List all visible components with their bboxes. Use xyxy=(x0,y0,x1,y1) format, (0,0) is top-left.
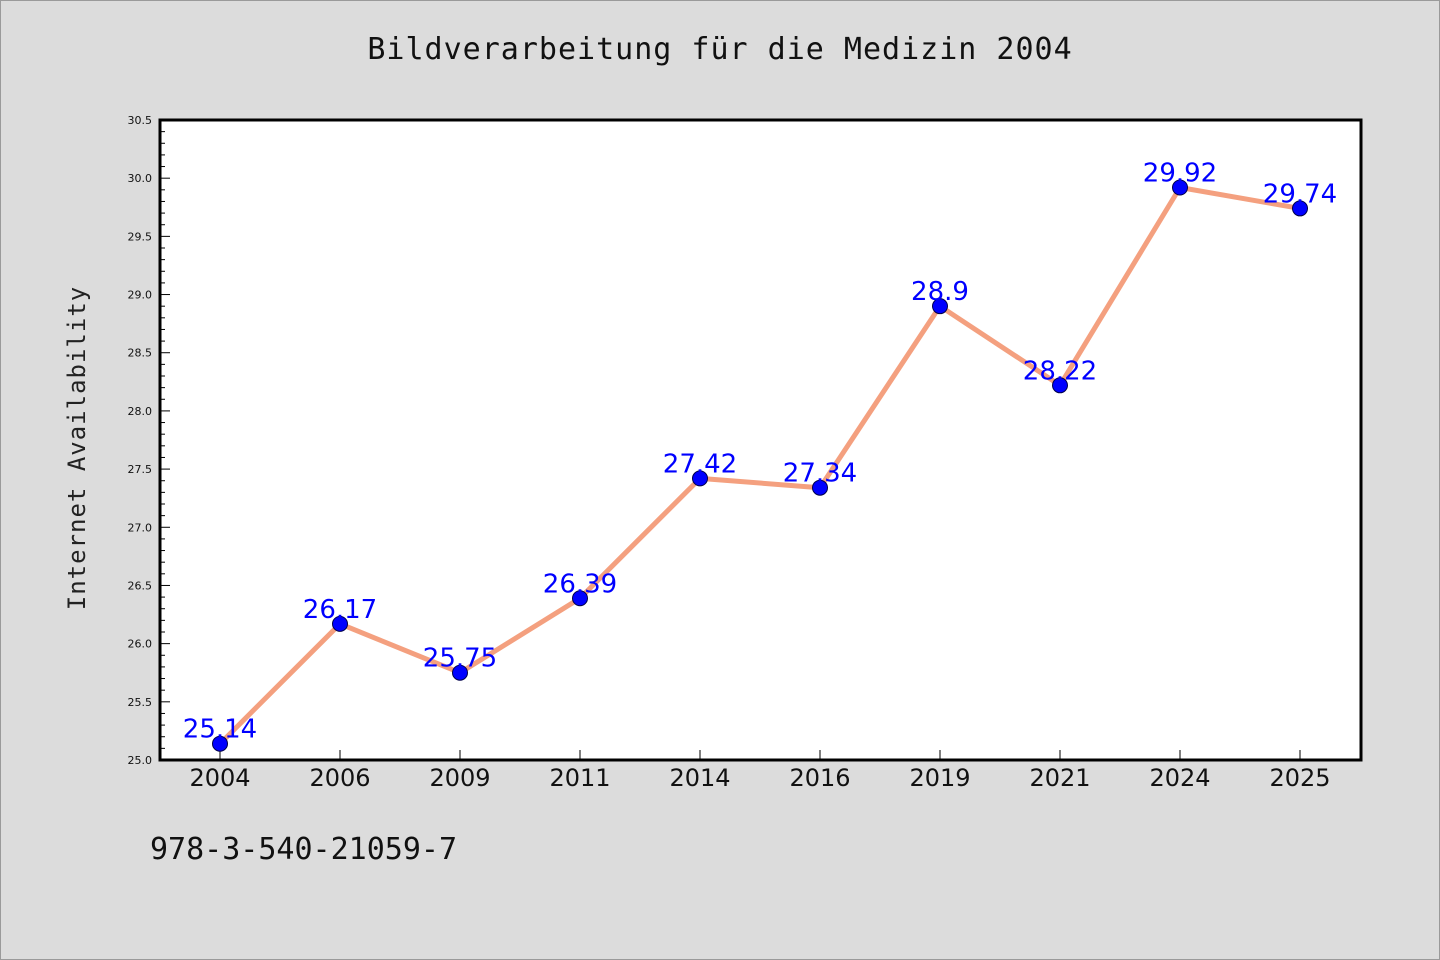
data-point xyxy=(212,735,228,752)
data-point xyxy=(1292,200,1308,217)
y-tick-label: 30.0 xyxy=(128,172,153,185)
y-tick-label: 28.0 xyxy=(128,405,153,418)
y-tick-label: 29.0 xyxy=(128,289,153,302)
x-tick-label: 2004 xyxy=(189,764,250,792)
x-axis: 2004 2006 2009 2011 2014 2016 2019 2021 2024 2025 xyxy=(189,750,1331,792)
data-label: 29.74 xyxy=(1263,179,1337,209)
y-tick-label: 27.0 xyxy=(128,521,153,534)
data-label: 29.92 xyxy=(1143,158,1217,188)
x-tick-label: 2024 xyxy=(1149,764,1210,792)
data-label: 26.17 xyxy=(303,595,377,625)
series-markers xyxy=(212,179,1308,752)
y-tick-label: 25.0 xyxy=(128,754,153,767)
y-tick-label: 28.5 xyxy=(128,347,153,360)
x-tick-label: 2025 xyxy=(1269,764,1330,792)
x-tick-label: 2019 xyxy=(909,764,970,792)
data-point xyxy=(1172,179,1188,196)
data-label: 25.14 xyxy=(183,715,257,745)
y-tick-label: 27.5 xyxy=(128,463,153,476)
x-tick-label: 2021 xyxy=(1029,764,1090,792)
data-label: 27.34 xyxy=(783,459,857,489)
footnote-text: 978-3-540-21059-7 xyxy=(150,832,458,867)
chart-title: Bildverarbeitung für die Medizin 2004 xyxy=(367,32,1073,67)
data-point xyxy=(1052,377,1068,394)
data-label: 28.9 xyxy=(911,277,969,307)
data-label: 26.39 xyxy=(543,569,617,599)
data-labels: 25.14 26.17 25.75 26.39 27.42 27.34 28.9 28.22 2… xyxy=(183,158,1337,744)
data-point xyxy=(572,590,588,607)
y-tick-label: 26.0 xyxy=(128,638,153,651)
y-tick-label: 25.5 xyxy=(128,696,153,709)
data-point xyxy=(812,479,828,496)
data-label: 25.75 xyxy=(423,644,497,674)
x-tick-label: 2006 xyxy=(309,764,370,792)
x-tick-label: 2014 xyxy=(669,764,730,792)
data-point xyxy=(692,470,708,487)
data-point xyxy=(452,664,468,681)
plot-area xyxy=(160,120,1361,760)
data-label: 28.22 xyxy=(1023,356,1097,386)
data-point xyxy=(932,298,948,315)
y-tick-label: 29.5 xyxy=(128,230,153,243)
plot-frame xyxy=(158,118,1363,762)
x-tick-label: 2011 xyxy=(549,764,610,792)
y-tick-label: 30.5 xyxy=(128,114,153,127)
data-point xyxy=(332,615,348,632)
data-label: 27.42 xyxy=(663,449,737,479)
x-tick-label: 2009 xyxy=(429,764,490,792)
series-line xyxy=(217,184,1303,747)
x-tick-label: 2016 xyxy=(789,764,850,792)
y-tick-label: 26.5 xyxy=(128,579,153,592)
